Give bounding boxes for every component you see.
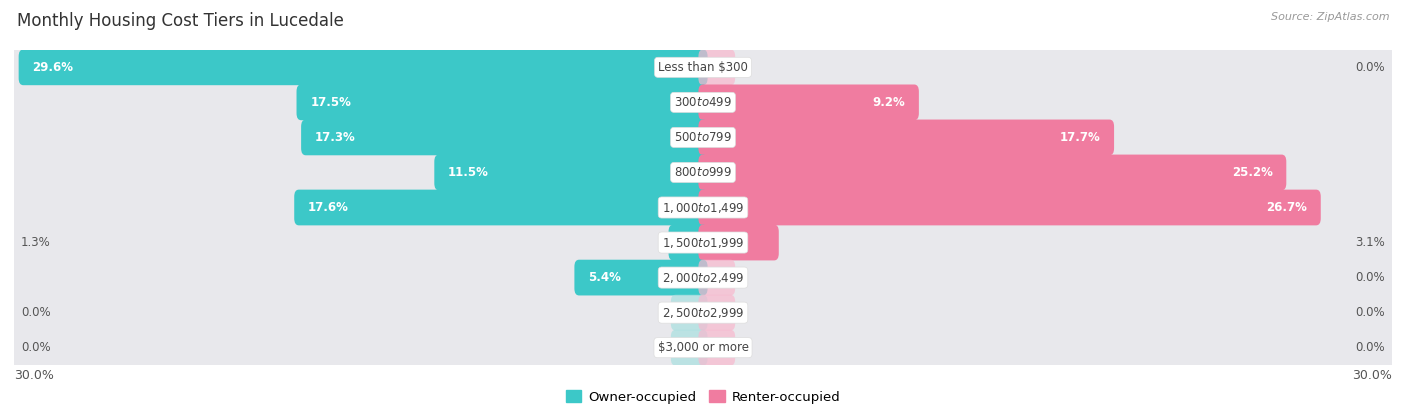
- FancyBboxPatch shape: [699, 330, 735, 366]
- FancyBboxPatch shape: [11, 188, 1395, 227]
- Text: 17.5%: 17.5%: [311, 96, 352, 109]
- FancyBboxPatch shape: [669, 225, 707, 261]
- Text: $500 to $799: $500 to $799: [673, 131, 733, 144]
- FancyBboxPatch shape: [14, 260, 1392, 295]
- Text: $1,000 to $1,499: $1,000 to $1,499: [662, 200, 744, 215]
- FancyBboxPatch shape: [14, 330, 1392, 365]
- FancyBboxPatch shape: [14, 56, 703, 78]
- Text: 0.0%: 0.0%: [21, 306, 51, 319]
- FancyBboxPatch shape: [14, 232, 703, 254]
- Text: $2,000 to $2,499: $2,000 to $2,499: [662, 271, 744, 285]
- FancyBboxPatch shape: [671, 295, 707, 330]
- FancyBboxPatch shape: [14, 267, 703, 288]
- Text: 11.5%: 11.5%: [449, 166, 489, 179]
- FancyBboxPatch shape: [699, 225, 779, 261]
- Text: $2,500 to $2,999: $2,500 to $2,999: [662, 305, 744, 320]
- FancyBboxPatch shape: [699, 295, 735, 330]
- Text: Source: ZipAtlas.com: Source: ZipAtlas.com: [1271, 12, 1389, 22]
- Text: 17.3%: 17.3%: [315, 131, 356, 144]
- FancyBboxPatch shape: [14, 225, 1392, 260]
- FancyBboxPatch shape: [14, 295, 1392, 330]
- FancyBboxPatch shape: [703, 337, 1392, 359]
- FancyBboxPatch shape: [434, 154, 707, 190]
- FancyBboxPatch shape: [301, 120, 707, 155]
- Text: $3,000 or more: $3,000 or more: [658, 341, 748, 354]
- Text: Less than $300: Less than $300: [658, 61, 748, 74]
- FancyBboxPatch shape: [14, 155, 1392, 190]
- Text: $800 to $999: $800 to $999: [673, 166, 733, 179]
- FancyBboxPatch shape: [703, 302, 1392, 324]
- FancyBboxPatch shape: [14, 197, 703, 218]
- FancyBboxPatch shape: [11, 258, 1395, 297]
- Text: Monthly Housing Cost Tiers in Lucedale: Monthly Housing Cost Tiers in Lucedale: [17, 12, 343, 30]
- FancyBboxPatch shape: [14, 190, 1392, 225]
- Text: 0.0%: 0.0%: [21, 341, 51, 354]
- FancyBboxPatch shape: [14, 161, 703, 183]
- FancyBboxPatch shape: [699, 120, 1114, 155]
- FancyBboxPatch shape: [703, 161, 1392, 183]
- FancyBboxPatch shape: [703, 91, 1392, 113]
- FancyBboxPatch shape: [14, 302, 703, 324]
- FancyBboxPatch shape: [703, 232, 1392, 254]
- FancyBboxPatch shape: [11, 48, 1395, 87]
- Text: $300 to $499: $300 to $499: [673, 96, 733, 109]
- Text: 29.6%: 29.6%: [32, 61, 73, 74]
- Text: $1,500 to $1,999: $1,500 to $1,999: [662, 236, 744, 249]
- FancyBboxPatch shape: [699, 190, 1320, 225]
- Text: 0.0%: 0.0%: [1355, 306, 1385, 319]
- FancyBboxPatch shape: [575, 260, 707, 295]
- FancyBboxPatch shape: [703, 267, 1392, 288]
- FancyBboxPatch shape: [294, 190, 707, 225]
- FancyBboxPatch shape: [11, 328, 1395, 367]
- FancyBboxPatch shape: [297, 85, 707, 120]
- Text: 17.7%: 17.7%: [1060, 131, 1101, 144]
- Text: 1.3%: 1.3%: [21, 236, 51, 249]
- FancyBboxPatch shape: [14, 91, 703, 113]
- FancyBboxPatch shape: [699, 49, 735, 85]
- Text: 30.0%: 30.0%: [14, 369, 53, 382]
- FancyBboxPatch shape: [699, 154, 1286, 190]
- FancyBboxPatch shape: [11, 293, 1395, 332]
- FancyBboxPatch shape: [11, 153, 1395, 192]
- Text: 9.2%: 9.2%: [872, 96, 905, 109]
- FancyBboxPatch shape: [14, 85, 1392, 120]
- FancyBboxPatch shape: [703, 197, 1392, 218]
- FancyBboxPatch shape: [11, 83, 1395, 122]
- FancyBboxPatch shape: [671, 330, 707, 366]
- FancyBboxPatch shape: [14, 50, 1392, 85]
- Text: 0.0%: 0.0%: [1355, 271, 1385, 284]
- FancyBboxPatch shape: [699, 85, 920, 120]
- Text: 25.2%: 25.2%: [1232, 166, 1272, 179]
- FancyBboxPatch shape: [11, 223, 1395, 262]
- FancyBboxPatch shape: [14, 127, 703, 148]
- Text: 30.0%: 30.0%: [1353, 369, 1392, 382]
- Legend: Owner-occupied, Renter-occupied: Owner-occupied, Renter-occupied: [560, 385, 846, 409]
- FancyBboxPatch shape: [18, 49, 707, 85]
- FancyBboxPatch shape: [703, 56, 1392, 78]
- FancyBboxPatch shape: [11, 118, 1395, 157]
- Text: 0.0%: 0.0%: [1355, 341, 1385, 354]
- FancyBboxPatch shape: [699, 260, 735, 295]
- FancyBboxPatch shape: [14, 120, 1392, 155]
- Text: 26.7%: 26.7%: [1265, 201, 1308, 214]
- FancyBboxPatch shape: [14, 337, 703, 359]
- Text: 3.1%: 3.1%: [1355, 236, 1385, 249]
- Text: 17.6%: 17.6%: [308, 201, 349, 214]
- Text: 5.4%: 5.4%: [588, 271, 621, 284]
- FancyBboxPatch shape: [703, 127, 1392, 148]
- Text: 0.0%: 0.0%: [1355, 61, 1385, 74]
